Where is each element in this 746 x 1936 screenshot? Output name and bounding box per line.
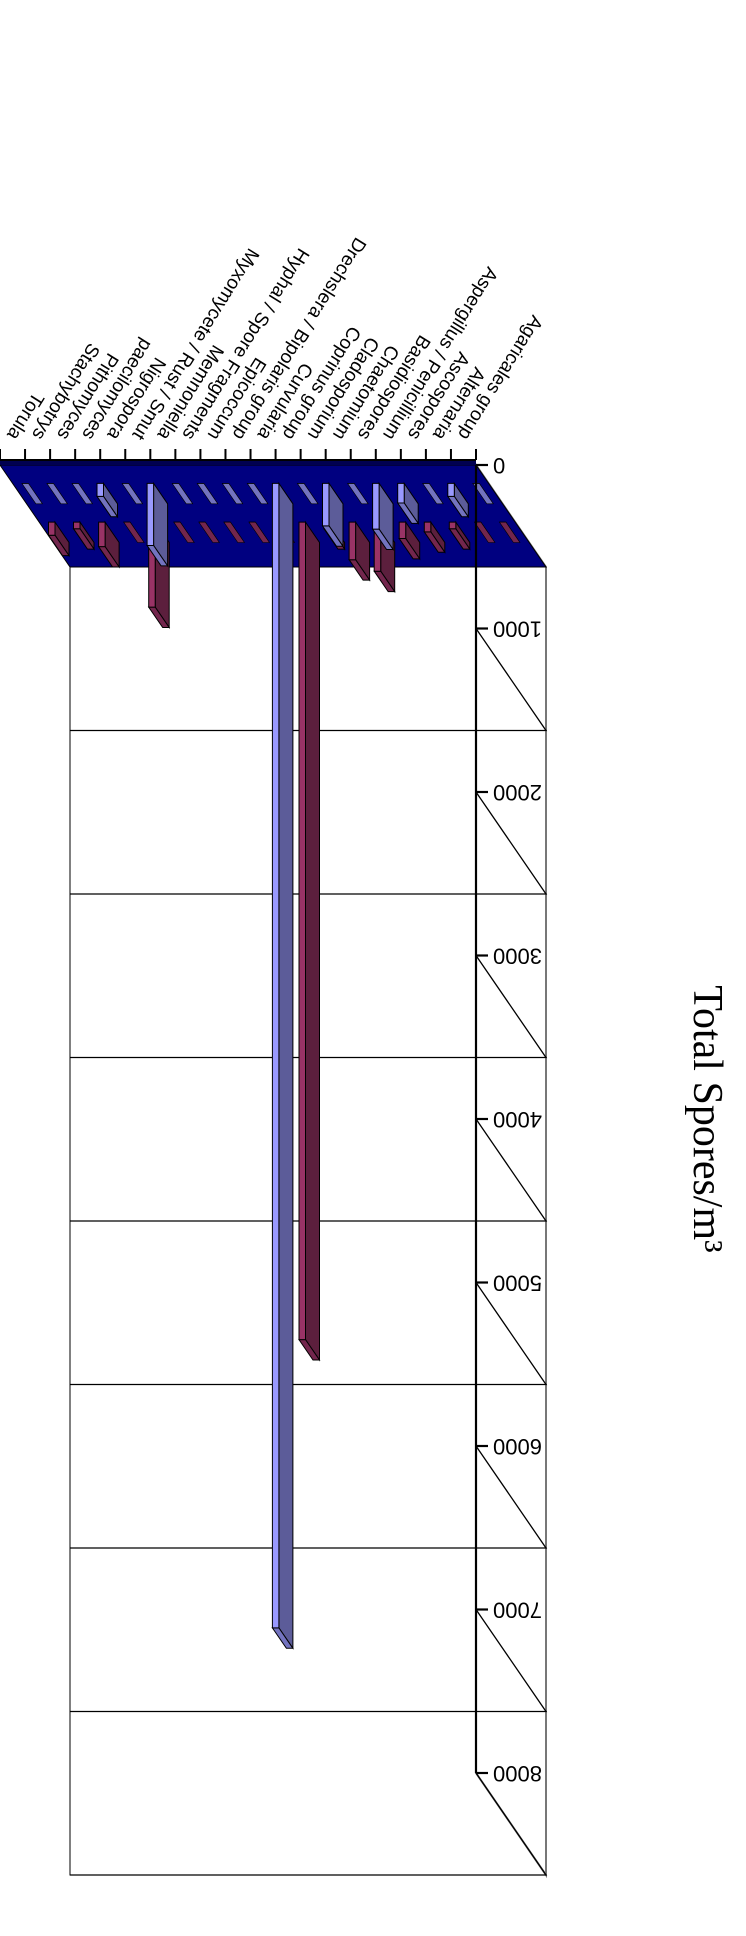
bar-1-18 — [47, 520, 70, 558]
bar-0-13 — [146, 481, 169, 568]
bar-0-12 — [171, 483, 194, 505]
bar-0-1 — [446, 481, 470, 519]
bar-1-17 — [72, 520, 95, 551]
bar-0-15 — [96, 481, 119, 519]
bar-0-18 — [21, 483, 43, 505]
gridline — [70, 955, 548, 1059]
gridline — [70, 791, 548, 895]
bar-1-2 — [448, 520, 471, 551]
gridline — [70, 1118, 548, 1222]
bar-1-4 — [398, 520, 421, 561]
bar-0-14 — [121, 483, 144, 505]
bar-1-13 — [173, 521, 195, 543]
bar-1-8 — [298, 520, 321, 1362]
bar-1-11 — [223, 521, 245, 543]
bar-0-8 — [271, 481, 294, 1650]
bar-1-16 — [97, 520, 121, 569]
bar-0-9 — [246, 483, 269, 505]
gridline — [70, 628, 548, 732]
y-tick-label: 8000 — [493, 1761, 542, 1786]
bar-0-17 — [46, 483, 68, 505]
gridline — [70, 1609, 548, 1713]
bar-1-0 — [498, 521, 521, 543]
bar-1-10 — [248, 521, 270, 543]
bar-1-3 — [423, 520, 446, 554]
y-tick-label: 0 — [493, 453, 505, 478]
bar-1-15 — [123, 521, 145, 543]
y-tick-label: 3000 — [493, 944, 542, 969]
chart-floor-edge — [0, 460, 476, 465]
bar-0-5 — [347, 483, 369, 505]
y-tick-label: 5000 — [493, 1271, 542, 1296]
gridline — [70, 1772, 548, 1876]
bar-0-4 — [371, 481, 395, 552]
y-tick-label: 4000 — [493, 1107, 542, 1132]
bar-1-12 — [198, 521, 220, 543]
bar-0-11 — [196, 483, 219, 505]
bar-0-16 — [71, 483, 94, 505]
y-tick-label: 2000 — [493, 780, 542, 805]
y-tick-label: 7000 — [493, 1598, 542, 1623]
gridline — [70, 1445, 548, 1549]
bar-1-6 — [348, 520, 371, 582]
bar-0-7 — [296, 483, 319, 505]
y-axis-label: Total Spores/m³ — [684, 985, 730, 1252]
y-tick-label: 6000 — [493, 1434, 542, 1459]
y-tick-label: 1000 — [493, 617, 542, 642]
bar-0-3 — [396, 481, 420, 526]
bar-0-10 — [221, 483, 244, 505]
bar-0-6 — [321, 481, 344, 548]
bar-0-2 — [422, 483, 444, 505]
gridline — [70, 1282, 548, 1386]
